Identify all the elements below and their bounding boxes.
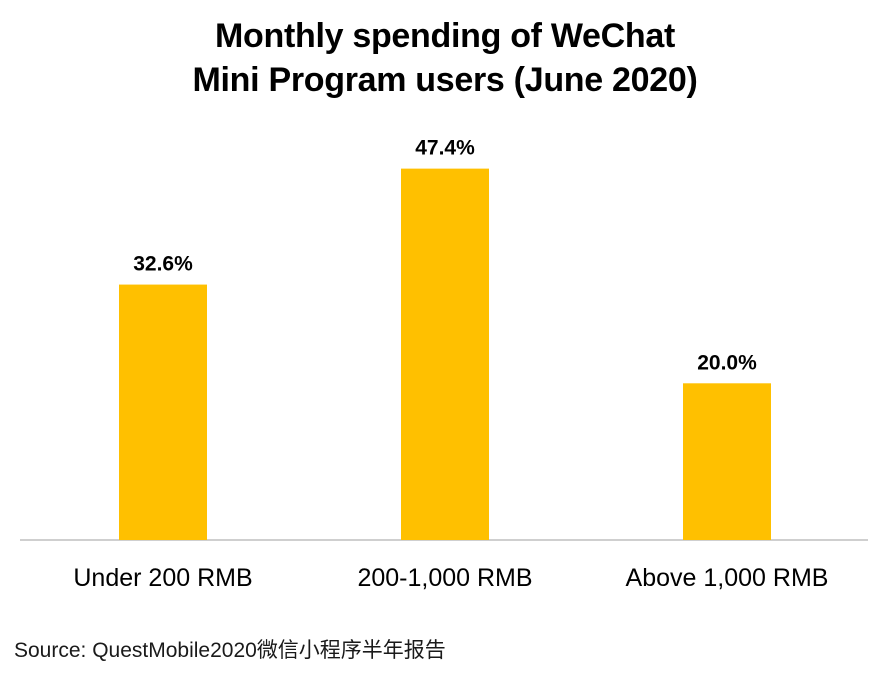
x-tick-label-3: Above 1,000 RMB (626, 564, 829, 592)
x-tick-label-1: Under 200 RMB (73, 564, 252, 592)
x-tick-label-2: 200-1,000 RMB (357, 564, 532, 592)
data-label-3: 20.0% (697, 351, 757, 374)
chart-title-line-1: Monthly spending of WeChat (215, 17, 675, 55)
bar-3 (683, 383, 771, 540)
data-label-2: 47.4% (415, 137, 475, 160)
bar-1 (119, 284, 207, 540)
bar-2 (401, 168, 489, 540)
data-label-1: 32.6% (133, 253, 193, 276)
chart-title: Monthly spending of WeChat Mini Program … (0, 14, 890, 102)
source-note: Source: QuestMobile2020微信小程序半年报告 (14, 639, 446, 662)
chart-title-line-2: Mini Program users (June 2020) (192, 61, 698, 99)
